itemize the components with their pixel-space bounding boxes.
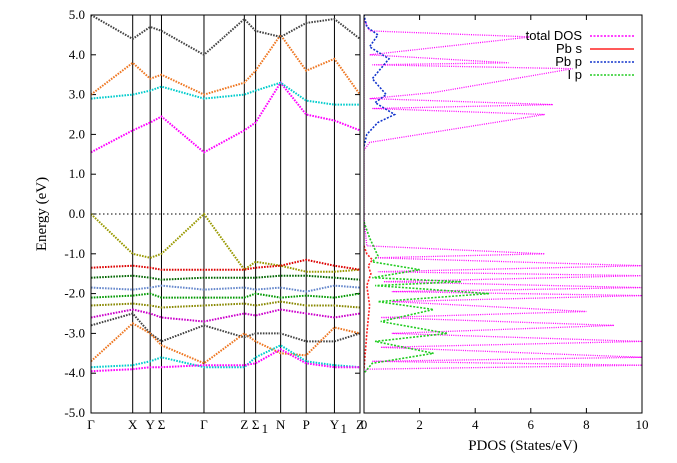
- band-series-5: [91, 258, 360, 271]
- y-tick-label: -2.0: [64, 286, 85, 301]
- kpoint-label: Σ: [252, 417, 260, 432]
- y-tick-label: -3.0: [64, 325, 85, 340]
- pdos-series-3: [364, 221, 490, 374]
- band-series-2: [91, 33, 360, 96]
- x-tick-label: 0: [361, 417, 368, 432]
- band-series-14: [91, 348, 360, 373]
- band-structure-panel: Γ X Y Σ Γ Z Σ 1 N P Y 1 Z-5.0-4.0-3.0-2.0-1.00.01.02…: [34, 7, 364, 436]
- kpoint-label: Z: [356, 417, 364, 432]
- y-tick-label: -1.0: [64, 246, 85, 261]
- band-series-0: [91, 80, 360, 154]
- x-axis-title: PDOS (States/eV): [468, 438, 578, 454]
- kpoint-subscript: 1: [340, 421, 347, 436]
- x-tick-label: 10: [636, 417, 649, 432]
- pdos-series-2: [364, 15, 397, 147]
- kpoint-label: Y: [330, 417, 340, 432]
- x-tick-label: 4: [472, 417, 479, 432]
- y-axis-title: Energy (eV): [34, 177, 50, 251]
- band-series-10: [91, 308, 360, 323]
- band-series-9: [91, 300, 360, 309]
- band-frame: [90, 14, 361, 414]
- x-tick-label: 2: [416, 417, 423, 432]
- pdos-series-1: [364, 245, 374, 370]
- kpoint-label: Σ: [158, 417, 166, 432]
- legend-label: Pb p: [555, 54, 582, 69]
- pdos-frame: [363, 14, 643, 414]
- legend-label: total DOS: [526, 28, 583, 43]
- band-series-4: [91, 212, 360, 273]
- kpoint-label: P: [303, 417, 310, 432]
- band-series-11: [91, 312, 360, 343]
- y-tick-label: 1.0: [69, 166, 85, 181]
- band-series-3: [91, 15, 360, 57]
- x-tick-label: 8: [583, 417, 590, 432]
- band-series-8: [91, 292, 360, 299]
- x-tick-label: 6: [528, 417, 535, 432]
- y-tick-label: 0.0: [69, 206, 85, 221]
- y-tick-label: -4.0: [64, 365, 85, 380]
- band-series-12: [91, 322, 360, 365]
- y-tick-label: 2.0: [69, 126, 85, 141]
- band-series-1: [91, 81, 360, 106]
- kpoint-label: X: [128, 417, 138, 432]
- band-series-6: [91, 274, 360, 281]
- y-tick-label: -5.0: [64, 405, 85, 420]
- kpoint-label: Γ: [200, 417, 208, 432]
- y-tick-label: 5.0: [69, 7, 85, 22]
- y-tick-label: 3.0: [69, 87, 85, 102]
- band-series-13: [91, 344, 360, 369]
- legend-label: I p: [568, 67, 582, 82]
- kpoint-label: N: [276, 417, 286, 432]
- kpoint-label: Y: [145, 417, 155, 432]
- y-tick-label: 4.0: [69, 47, 85, 62]
- band-series-7: [91, 284, 360, 293]
- kpoint-label: Γ: [87, 417, 95, 432]
- pdos-series-0: [364, 18, 642, 374]
- legend-label: Pb s: [556, 41, 583, 56]
- kpoint-label: Z: [240, 417, 248, 432]
- kpoint-subscript: 1: [262, 421, 269, 436]
